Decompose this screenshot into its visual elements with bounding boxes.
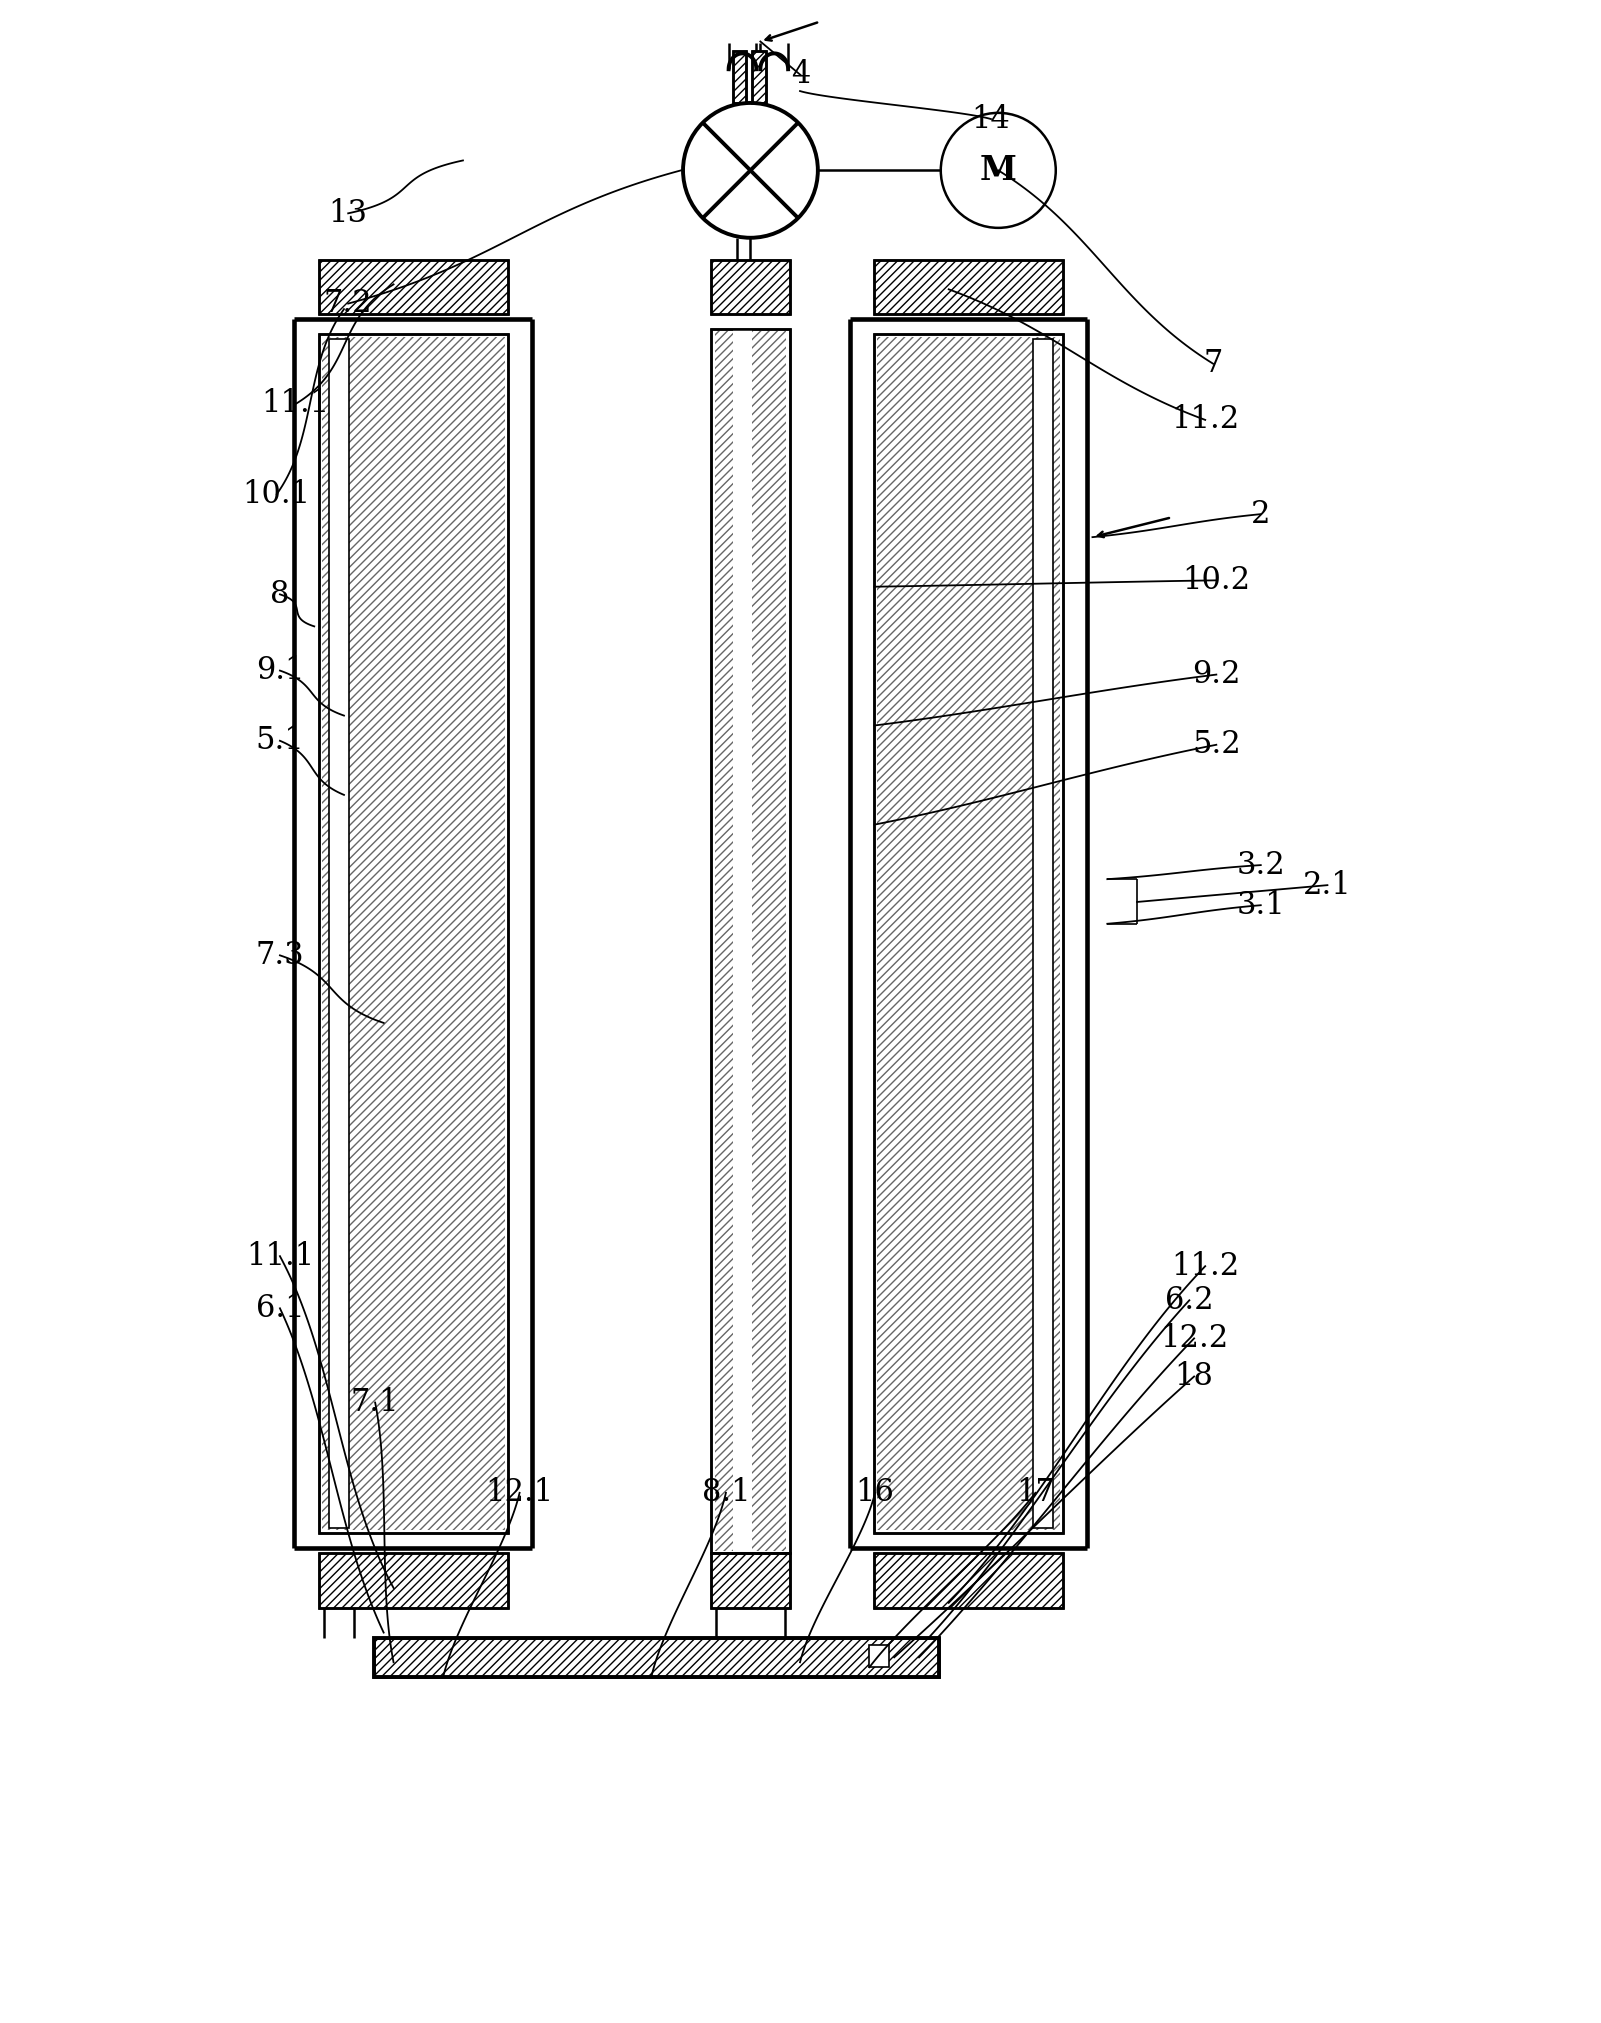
Text: 11.2: 11.2 (1170, 1250, 1239, 1283)
Text: 7.1: 7.1 (351, 1388, 400, 1418)
Text: 17: 17 (1017, 1477, 1055, 1509)
Bar (874, 259, 1063, 314)
Text: 6.1: 6.1 (256, 1293, 304, 1323)
Text: 2: 2 (1250, 498, 1271, 530)
Text: 8.1: 8.1 (701, 1477, 751, 1509)
Text: 14: 14 (972, 103, 1010, 136)
Text: 12.2: 12.2 (1161, 1323, 1228, 1353)
Text: 7: 7 (1204, 348, 1223, 378)
Text: 9.1: 9.1 (256, 655, 304, 686)
Circle shape (684, 103, 818, 239)
Text: 10.2: 10.2 (1182, 564, 1250, 597)
Bar (319, 334, 508, 1533)
Bar (869, 1645, 889, 1667)
Text: 16: 16 (855, 1477, 895, 1509)
Bar (711, 1554, 789, 1608)
Text: 5.1: 5.1 (256, 726, 304, 757)
Circle shape (941, 113, 1055, 229)
Text: 7.3: 7.3 (256, 941, 304, 971)
Bar (752, 51, 767, 103)
Text: 5.2: 5.2 (1193, 728, 1241, 761)
Bar (1033, 340, 1053, 1529)
Bar (874, 259, 1063, 314)
Bar (319, 334, 508, 1533)
Bar (319, 1554, 508, 1608)
Text: 9.2: 9.2 (1193, 659, 1241, 690)
Bar (874, 334, 1063, 1533)
Bar (319, 259, 508, 314)
Bar (330, 340, 349, 1529)
Bar (874, 334, 1063, 1533)
Text: 12.1: 12.1 (485, 1477, 554, 1509)
Bar (733, 51, 746, 103)
Bar (373, 1637, 938, 1677)
Text: 11.1: 11.1 (261, 388, 330, 419)
Bar (711, 1554, 789, 1608)
Text: 3.1: 3.1 (1236, 890, 1286, 920)
Bar (711, 259, 789, 314)
Text: 11.1: 11.1 (247, 1240, 314, 1272)
Text: M: M (980, 154, 1017, 186)
Bar (714, 332, 786, 1552)
Bar (877, 338, 1060, 1531)
Text: 8: 8 (271, 579, 290, 609)
Text: 6.2: 6.2 (1166, 1285, 1214, 1315)
Text: 2.1: 2.1 (1303, 870, 1351, 900)
Bar (733, 330, 752, 1554)
Text: 4: 4 (791, 59, 810, 91)
Bar (874, 1554, 1063, 1608)
Bar (733, 51, 746, 103)
Bar (319, 1554, 508, 1608)
Bar (373, 1637, 938, 1677)
Text: 13: 13 (328, 198, 368, 229)
Text: 7.2: 7.2 (323, 287, 373, 320)
Bar (711, 259, 789, 314)
Bar (752, 51, 767, 103)
Bar (322, 338, 504, 1531)
Bar (319, 259, 508, 314)
Bar (711, 330, 789, 1554)
Bar (874, 1554, 1063, 1608)
Bar (711, 330, 789, 1554)
Text: 10.1: 10.1 (243, 479, 311, 510)
Text: 11.2: 11.2 (1170, 405, 1239, 435)
Text: 3.2: 3.2 (1236, 850, 1286, 880)
Text: 18: 18 (1175, 1361, 1214, 1392)
